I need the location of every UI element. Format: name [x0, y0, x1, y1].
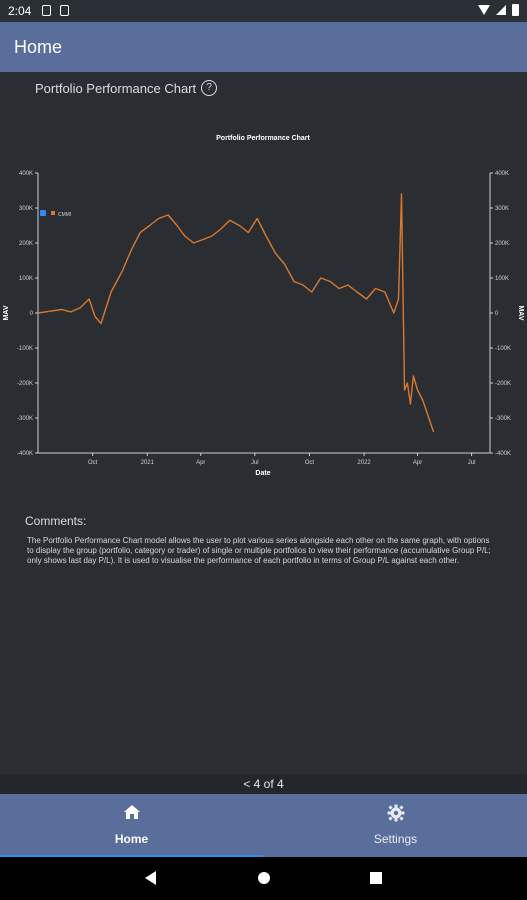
x-tick-label: Jul	[251, 460, 259, 466]
signal-icon	[496, 5, 506, 15]
battery-icon	[512, 4, 519, 16]
home-button-icon[interactable]	[258, 872, 270, 884]
x-tick-label: Oct	[305, 460, 315, 466]
x-tick-label: Apr	[196, 460, 205, 466]
y-tick-label-left: 0	[30, 311, 34, 317]
sim-icon	[60, 5, 69, 16]
x-tick-label: Oct	[88, 460, 98, 466]
back-icon[interactable]	[145, 871, 156, 885]
y-tick-label-right: -100K	[495, 346, 511, 352]
comments-body: The Portfolio Performance Chart model al…	[27, 536, 491, 565]
y-tick-label-right: -400K	[495, 451, 511, 457]
comments-title: Comments:	[25, 514, 87, 528]
gear-icon	[387, 804, 405, 827]
legend-swatch	[51, 211, 55, 215]
app-bar: Home	[0, 22, 527, 72]
bottom-navigation: Home Settings	[0, 794, 527, 857]
chart-heading-text: Portfolio Performance Chart	[35, 80, 197, 96]
y-tick-label-right: 200K	[495, 241, 509, 247]
y-tick-label-left: -400K	[17, 451, 33, 457]
notification-icon	[42, 5, 51, 16]
y-tick-label-left: -100K	[17, 346, 33, 352]
portfolio-performance-chart: Portfolio Performance Chart 400K 400K 300K 3…	[3, 135, 524, 477]
y-tick-label-left: 200K	[19, 241, 33, 247]
x-tick-label: Jul	[468, 460, 476, 466]
tab-home[interactable]: Home	[0, 794, 263, 857]
legend-checkbox	[40, 210, 46, 216]
tab-settings[interactable]: Settings	[264, 794, 527, 857]
y-tick-label-left: -200K	[17, 381, 33, 387]
x-axis-label: Date	[255, 470, 270, 477]
recent-apps-icon[interactable]	[370, 872, 382, 884]
y-axis-label-right: MAV	[517, 305, 524, 320]
app-title: Home	[14, 37, 63, 57]
chart-title: Portfolio Performance Chart	[216, 135, 310, 142]
x-tick-label: 2022	[357, 460, 371, 466]
x-tick-label: 2021	[141, 460, 155, 466]
home-icon	[123, 804, 141, 825]
y-tick-label-left: 300K	[19, 206, 33, 212]
y-tick-label-right: 0	[495, 311, 499, 317]
y-tick-label-right: -200K	[495, 381, 511, 387]
tab-home-label: Home	[114, 832, 149, 846]
tab-settings-label: Settings	[373, 832, 418, 846]
y-axis-label-left: MAV	[3, 305, 10, 320]
y-tick-label-right: 400K	[495, 171, 509, 177]
wifi-icon	[478, 5, 490, 15]
pager[interactable]: < 4 of 4	[0, 774, 527, 794]
chart-heading: Portfolio Performance Chart ?	[35, 80, 218, 96]
x-tick-label: Apr	[413, 460, 422, 466]
question-circle-icon[interactable]: ?	[201, 80, 218, 96]
status-time: 2:04	[8, 4, 32, 18]
legend-label: CMMI	[58, 212, 71, 218]
system-navigation-bar	[0, 857, 527, 900]
status-bar: 2:04	[0, 0, 527, 22]
y-tick-label-left: -300K	[17, 416, 33, 422]
y-tick-label-right: -300K	[495, 416, 511, 422]
active-tab-indicator	[0, 855, 263, 857]
y-tick-label-right: 300K	[495, 206, 509, 212]
series-line-cmmi	[37, 193, 435, 433]
y-tick-label-left: 100K	[19, 276, 33, 282]
y-tick-label-right: 100K	[495, 276, 509, 282]
y-tick-label-left: 400K	[19, 171, 33, 177]
